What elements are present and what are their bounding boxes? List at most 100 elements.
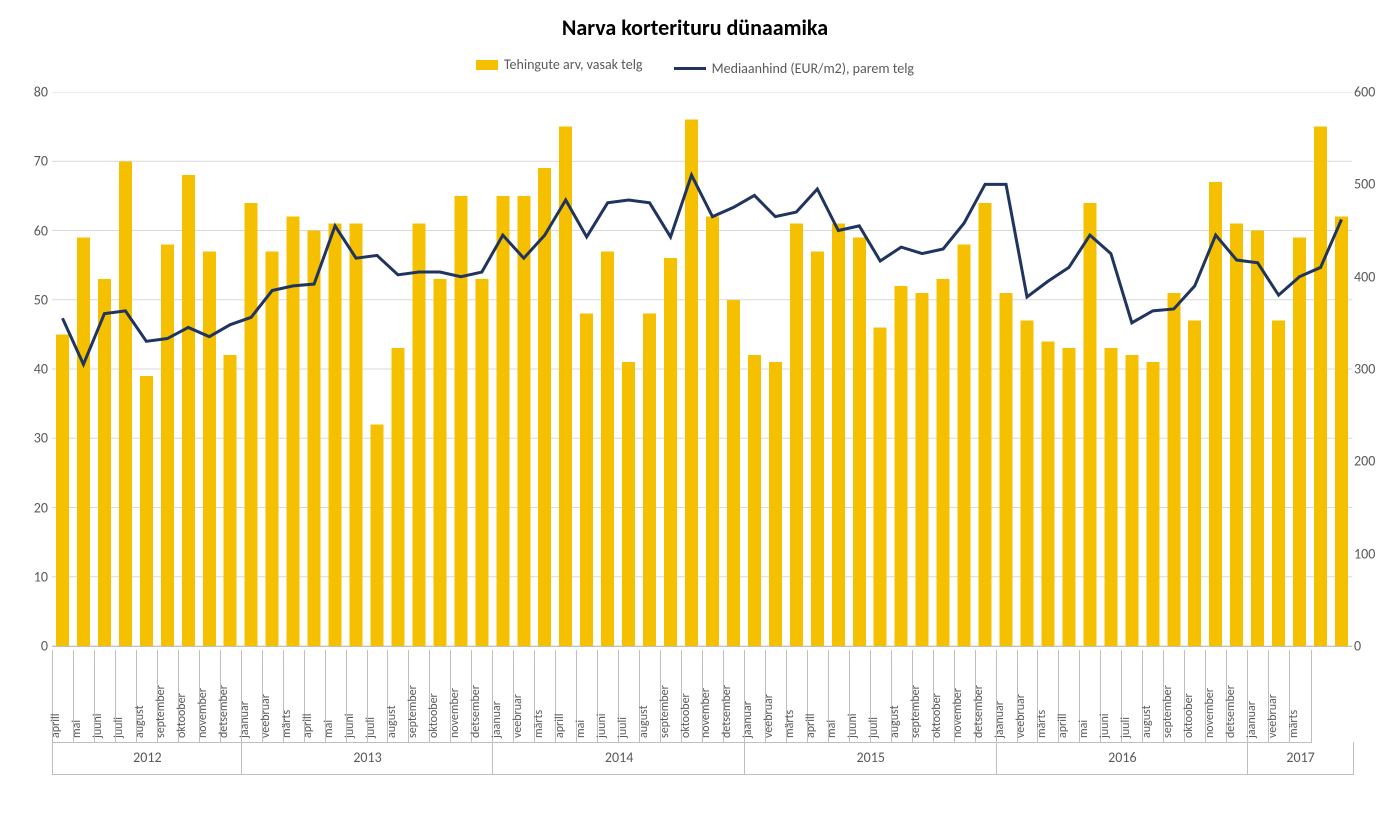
month-label: juuli <box>616 717 630 738</box>
month-label: jaanuar <box>490 701 504 738</box>
month-label: oktoober <box>679 693 693 738</box>
year-label: 2017 <box>1247 742 1354 775</box>
bar <box>350 224 363 646</box>
month-label: august <box>888 705 902 738</box>
bar <box>98 279 111 646</box>
bar <box>769 362 782 646</box>
month-label: aprill <box>301 714 315 739</box>
month-label: detsember <box>469 685 483 738</box>
month-label: juuli <box>867 717 881 738</box>
combo-chart: Narva korterituru dünaamika Tehingute ar… <box>0 0 1390 834</box>
bar <box>916 293 929 646</box>
month-label: august <box>637 705 651 738</box>
bar <box>937 279 950 646</box>
month-label: september <box>406 685 420 738</box>
month-label: november <box>951 688 965 738</box>
month-label: oktoober <box>427 693 441 738</box>
bar <box>391 348 404 646</box>
legend-item-line: Mediaanhind (EUR/m2), parem telg <box>674 60 914 77</box>
month-label: november <box>1203 688 1217 738</box>
bar <box>77 237 90 646</box>
bar <box>1041 341 1054 646</box>
bar <box>559 127 572 646</box>
bar <box>748 355 761 646</box>
bar <box>1167 293 1180 646</box>
month-label: juuni <box>343 713 357 738</box>
bar <box>308 231 321 647</box>
month-label: veebruar <box>1266 694 1280 738</box>
month-label: juuli <box>1119 717 1133 738</box>
month-label: aprill <box>49 714 63 739</box>
legend-swatch-bar <box>476 60 498 70</box>
bar <box>496 196 509 646</box>
month-label: märts <box>1287 710 1301 738</box>
month-label: juuli <box>112 717 126 738</box>
bar <box>1104 348 1117 646</box>
bar <box>119 161 132 646</box>
bar <box>329 224 342 646</box>
month-label: märts <box>1035 710 1049 738</box>
bar <box>1146 362 1159 646</box>
bar <box>1230 224 1243 646</box>
month-label: mai <box>574 720 588 738</box>
month-label: detsember <box>720 685 734 738</box>
month-label: september <box>1161 685 1175 738</box>
month-label: juuli <box>364 717 378 738</box>
month-label: oktoober <box>1182 693 1196 738</box>
month-label: juuni <box>1098 713 1112 738</box>
month-label: jaanuar <box>1245 701 1259 738</box>
plot-svg <box>52 92 1352 646</box>
month-label: oktoober <box>930 693 944 738</box>
month-label: aprill <box>553 714 567 739</box>
month-label: aprill <box>804 714 818 739</box>
year-label: 2016 <box>996 742 1249 775</box>
bar <box>1021 321 1034 646</box>
month-label: jaanuar <box>741 701 755 738</box>
month-label: juuni <box>846 713 860 738</box>
legend: Tehingute arv, vasak telg Mediaanhind (E… <box>0 56 1390 77</box>
bar <box>1125 355 1138 646</box>
bar <box>1314 127 1327 646</box>
bar <box>1083 203 1096 646</box>
month-label: august <box>1140 705 1154 738</box>
bar <box>1293 237 1306 646</box>
bar <box>1000 293 1013 646</box>
chart-title: Narva korterituru dünaamika <box>0 14 1390 41</box>
year-label: 2014 <box>492 742 745 775</box>
month-label: mai <box>70 720 84 738</box>
month-label: august <box>385 705 399 738</box>
y-axis-right: 0100200300400500600 <box>1354 92 1390 646</box>
month-label: juuni <box>91 713 105 738</box>
month-label: september <box>154 685 168 738</box>
bar <box>1251 231 1264 647</box>
legend-label-line: Mediaanhind (EUR/m2), parem telg <box>712 60 914 77</box>
bar <box>245 203 258 646</box>
bar <box>811 251 824 646</box>
bar <box>790 224 803 646</box>
month-label: mai <box>322 720 336 738</box>
bar <box>895 286 908 646</box>
month-label: veebruar <box>511 694 525 738</box>
bar <box>622 362 635 646</box>
month-label: märts <box>280 710 294 738</box>
year-label: 2015 <box>744 742 997 775</box>
bar <box>601 251 614 646</box>
legend-swatch-line <box>674 67 706 70</box>
x-axis-years: 201220132014201520162017 <box>52 742 1352 774</box>
month-label: november <box>196 688 210 738</box>
bar <box>287 217 300 646</box>
bar <box>161 244 174 646</box>
bar <box>685 120 698 646</box>
month-label: aprill <box>1056 714 1070 739</box>
bar <box>1272 321 1285 646</box>
bar <box>1062 348 1075 646</box>
bar <box>727 300 740 646</box>
bar <box>958 244 971 646</box>
month-label: detsember <box>1224 685 1238 738</box>
bar <box>1209 182 1222 646</box>
legend-item-bars: Tehingute arv, vasak telg <box>476 56 643 73</box>
month-label: september <box>658 685 672 738</box>
bar <box>832 224 845 646</box>
bar <box>412 224 425 646</box>
month-label: veebruar <box>259 694 273 738</box>
